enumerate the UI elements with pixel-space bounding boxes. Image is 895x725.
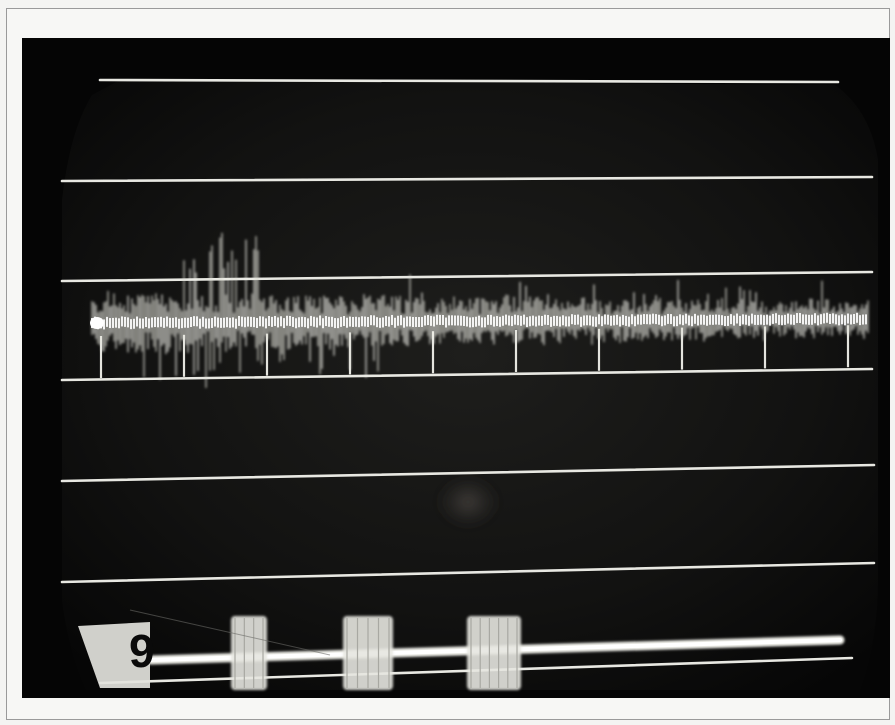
trace-line xyxy=(60,367,874,382)
crt-face xyxy=(62,80,878,690)
pulse-burst-glow xyxy=(231,616,267,690)
trace-line xyxy=(98,78,840,84)
pulse-block xyxy=(78,622,150,688)
pulse-trace xyxy=(78,616,845,690)
trace-line xyxy=(60,175,874,183)
pulse-burst xyxy=(231,616,267,690)
trace-line xyxy=(60,463,876,483)
blur-spot xyxy=(436,476,500,528)
scratch-line xyxy=(129,609,331,656)
pulse-burst-glow xyxy=(467,616,521,690)
pulse-burst xyxy=(467,616,521,690)
noise-signal-core xyxy=(90,312,867,330)
pulse-burst xyxy=(343,616,393,690)
trace-line xyxy=(60,561,876,584)
plate-number: 9 xyxy=(129,625,155,677)
trace-line xyxy=(60,270,874,283)
trace-start-dot xyxy=(90,317,104,329)
